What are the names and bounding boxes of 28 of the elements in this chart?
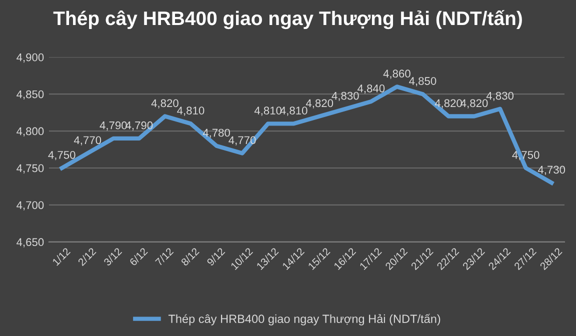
y-tick-label: 4,700 — [16, 201, 44, 210]
data-label: 4,840 — [358, 84, 385, 94]
data-label: 4,820 — [460, 99, 488, 108]
data-label: 4,810 — [280, 106, 308, 116]
y-tick-label: 4,750 — [16, 164, 44, 174]
data-label: 4,730 — [538, 166, 566, 175]
data-label: 4,770 — [74, 136, 102, 146]
data-label: 4,830 — [332, 92, 359, 102]
data-label: 4,810 — [177, 106, 204, 116]
y-tick-label: 4,800 — [16, 127, 44, 136]
x-tick-label: 8/12 — [180, 247, 200, 266]
x-tick-label: 3/12 — [103, 247, 122, 266]
data-label: 4,790 — [100, 121, 127, 131]
x-tick-label: 9/12 — [206, 247, 226, 266]
data-label: 4,850 — [409, 77, 436, 86]
data-label: 4,810 — [254, 106, 282, 116]
legend-label: Thép cây HRB400 giao ngay Thượng Hải (NDT/tấn) — [168, 314, 440, 326]
data-label: 4,750 — [48, 150, 76, 160]
data-label: 4,860 — [383, 70, 410, 79]
data-label: 4,820 — [306, 99, 334, 108]
data-label: 4,830 — [486, 92, 514, 102]
y-tick-label: 4,900 — [16, 53, 44, 63]
data-label: 4,820 — [151, 99, 178, 108]
x-tick-label: 7/12 — [154, 247, 174, 266]
y-tick-label: 4,850 — [16, 90, 44, 100]
chart-title: Thép cây HRB400 giao ngay Thượng Hải (NDT/tấn) — [53, 10, 522, 30]
x-tick-label: 6/12 — [128, 247, 148, 266]
y-tick-label: 4,650 — [16, 238, 44, 248]
